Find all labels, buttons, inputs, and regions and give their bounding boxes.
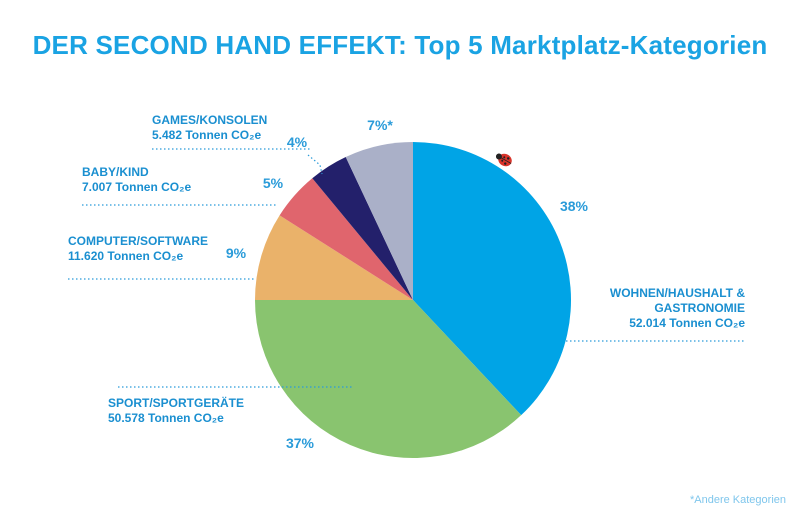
footnote: *Andere Kategorien [689, 494, 786, 506]
category-name-3-0: BABY/KIND [82, 165, 149, 179]
pie-slice-5 [345, 142, 413, 300]
percent-label-3: 5% [263, 175, 284, 191]
category-name-0-0: WOHNEN/HAUSHALT & [610, 286, 745, 300]
category-name-1-0: SPORT/SPORTGERÄTE [108, 395, 244, 410]
category-value-3: 7.007 Tonnen CO₂e [82, 180, 191, 194]
category-value-4: 5.482 Tonnen CO₂e [152, 128, 261, 142]
category-name-4-0: GAMES/KONSOLEN [152, 113, 267, 127]
category-name-2-0: COMPUTER/SOFTWARE [68, 234, 208, 248]
percent-label-0: 38% [560, 198, 589, 214]
pie-slice-3 [279, 178, 413, 300]
pie-slice-4 [312, 157, 413, 300]
ladybug-icon [495, 153, 512, 167]
pie-slice-2 [255, 215, 413, 300]
category-name-0-1: GASTRONOMIE [654, 301, 745, 315]
percent-label-5: 7%* [367, 117, 393, 133]
percent-label-2: 9% [226, 245, 247, 261]
percent-label-1: 37% [286, 435, 315, 451]
leader-line-games-connector [307, 154, 323, 175]
pie-slice-1 [254, 300, 522, 459]
percent-label-4: 4% [287, 134, 308, 150]
pie-slice-0 [413, 142, 572, 416]
category-value-1: 50.578 Tonnen CO₂e [108, 411, 224, 425]
category-value-2: 11.620 Tonnen CO₂e [68, 249, 183, 263]
category-value-0: 52.014 Tonnen CO₂e [629, 316, 745, 330]
chart-title: DER SECOND HAND EFFEKT: Top 5 Marktplatz… [32, 30, 768, 60]
